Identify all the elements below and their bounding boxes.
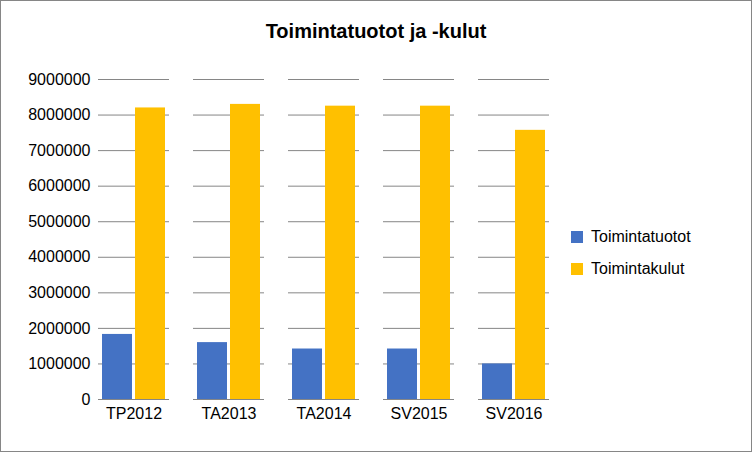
- svg-text:TA2013: TA2013: [202, 405, 257, 422]
- html-text:Toimintatuotot ja -kulut: Toimintatuotot ja -kulut: [265, 20, 487, 42]
- svg-text:5000000: 5000000: [28, 213, 90, 230]
- svg-text:SV2016: SV2016: [486, 405, 543, 422]
- svg-text:8000000: 8000000: [28, 106, 90, 123]
- svg-text:7000000: 7000000: [28, 142, 90, 159]
- svg-text:2000000: 2000000: [28, 320, 90, 337]
- svg-text:3000000: 3000000: [28, 284, 90, 301]
- svg-text:4000000: 4000000: [28, 248, 90, 265]
- svg-text:SV2015: SV2015: [391, 405, 448, 422]
- svg-text:0: 0: [82, 391, 91, 408]
- svg-text:TA2014: TA2014: [297, 405, 352, 422]
- svg-text:9000000: 9000000: [28, 71, 90, 88]
- svg-text:1000000: 1000000: [28, 355, 90, 372]
- svg-text:TP2012: TP2012: [106, 405, 162, 422]
- html-text:Toimintatuotot: Toimintatuotot: [591, 228, 691, 245]
- html-text:Toimintakulut: Toimintakulut: [591, 260, 685, 277]
- svg-text:6000000: 6000000: [28, 177, 90, 194]
